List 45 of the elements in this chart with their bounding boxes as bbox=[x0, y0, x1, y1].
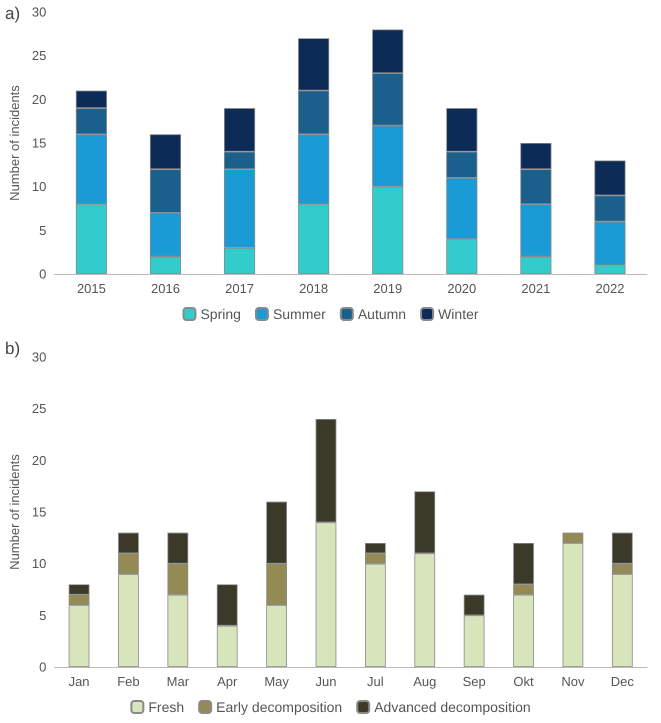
y-tick-label: 5 bbox=[39, 222, 46, 238]
y-tick-label: 0 bbox=[39, 660, 46, 674]
x-tick-label: 2016 bbox=[151, 281, 180, 296]
y-tick-label: 30 bbox=[32, 4, 46, 20]
y-tick-label: 20 bbox=[32, 452, 46, 468]
y-tick-label: 30 bbox=[32, 350, 46, 364]
x-tick-label: Sep bbox=[462, 674, 486, 689]
x-tick-label: Mar bbox=[166, 674, 190, 689]
chart-title: b) bbox=[5, 339, 20, 358]
x-tick-label: Okt bbox=[513, 674, 534, 689]
x-tick-label: 2015 bbox=[76, 281, 106, 296]
x-tick-label: 2022 bbox=[596, 281, 624, 296]
y-tick-label: 25 bbox=[32, 401, 46, 416]
x-tick-label: Jul bbox=[367, 674, 384, 689]
x-tick-label: 2021 bbox=[521, 281, 550, 296]
legend-label: Early decomposition bbox=[216, 699, 342, 715]
x-tick-label: Nov bbox=[561, 674, 585, 689]
x-tick-label: 2020 bbox=[447, 281, 476, 296]
y-tick-label: 15 bbox=[32, 136, 46, 150]
y-tick-label: 10 bbox=[32, 556, 46, 572]
x-tick-label: Jun bbox=[316, 674, 336, 689]
legend-label: Summer bbox=[272, 306, 326, 322]
x-tick-label: Feb bbox=[117, 674, 140, 689]
legend-label: Spring bbox=[200, 306, 241, 322]
y-tick-label: 25 bbox=[32, 48, 46, 64]
y-tick-label: 20 bbox=[32, 92, 46, 107]
y-tick-label: 10 bbox=[32, 179, 46, 194]
x-tick-label: Jan bbox=[68, 674, 90, 689]
x-tick-label: 2019 bbox=[373, 281, 402, 296]
x-tick-label: 2018 bbox=[299, 281, 328, 296]
x-tick-label: Apr bbox=[217, 674, 238, 689]
x-tick-label: May bbox=[264, 674, 290, 689]
legend-label: Fresh bbox=[148, 699, 184, 715]
x-tick-label: 2017 bbox=[225, 281, 254, 296]
legend-label: Winter bbox=[438, 306, 479, 322]
legend-label: Autumn bbox=[358, 306, 406, 322]
y-tick-label: 15 bbox=[32, 504, 46, 520]
x-tick-label: Aug bbox=[413, 674, 436, 689]
y-axis-title: Number of incidents bbox=[7, 454, 22, 570]
y-tick-label: 5 bbox=[39, 608, 46, 623]
x-tick-label: Dec bbox=[610, 674, 634, 689]
legend-label: Advanced decomposition bbox=[374, 699, 531, 715]
y-axis-title: Number of incidents bbox=[7, 84, 22, 201]
chart-title: a) bbox=[5, 4, 20, 23]
y-tick-label: 0 bbox=[39, 266, 46, 282]
